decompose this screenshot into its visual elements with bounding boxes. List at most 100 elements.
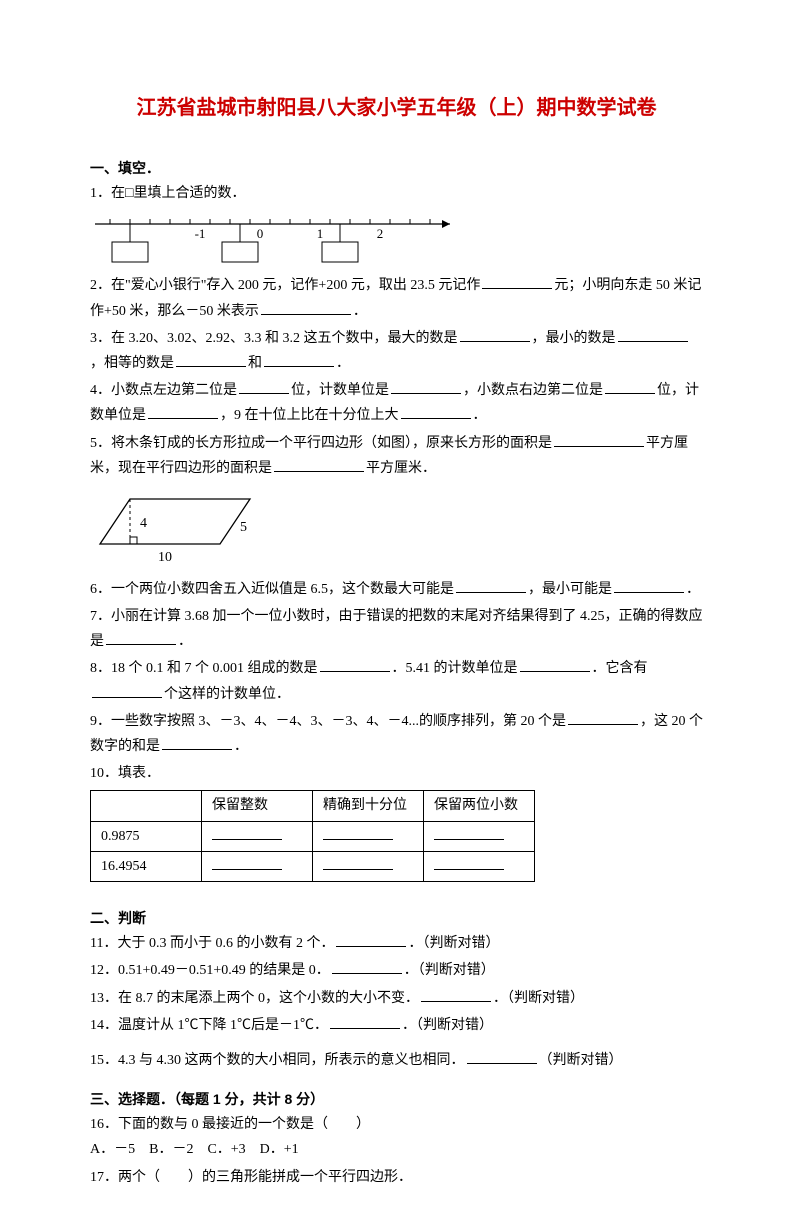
- blank[interactable]: [330, 1014, 400, 1029]
- blank[interactable]: [554, 432, 644, 447]
- q9-p1: 9．一些数字按照 3、－3、4、－4、3、－3、4、－4...的顺序排列，第 2…: [90, 714, 566, 729]
- q16-options: A．－5 B．－2 C．+3 D．+1: [90, 1137, 703, 1162]
- svg-text:4: 4: [140, 516, 147, 531]
- blank[interactable]: [336, 932, 406, 947]
- q8-p3: ．它含有: [592, 661, 648, 676]
- table-rowlabel: 16.4954: [91, 851, 202, 881]
- q5-p1: 5．将木条钉成的长方形拉成一个平行四边形（如图），原来长方形的面积是: [90, 436, 552, 451]
- q15-p2: （判断对错）: [539, 1053, 623, 1068]
- blank[interactable]: [261, 300, 351, 315]
- table-cell[interactable]: [424, 851, 535, 881]
- q4-p6: ．: [473, 408, 487, 423]
- question-12: 12．0.51+0.49－0.51+0.49 的结果是 0． ．（判断对错）: [90, 958, 703, 983]
- q13-p2: ．（判断对错）: [493, 991, 584, 1006]
- q6-p3: ．: [686, 582, 700, 597]
- table-row: 0.9875: [91, 821, 535, 851]
- table-cell[interactable]: [313, 851, 424, 881]
- blank[interactable]: [391, 379, 461, 394]
- blank[interactable]: [106, 630, 176, 645]
- blank[interactable]: [239, 379, 289, 394]
- table-cell[interactable]: [202, 821, 313, 851]
- q14-p2: ．（判断对错）: [402, 1018, 493, 1033]
- q3-p4: 和: [248, 356, 262, 371]
- blank[interactable]: [320, 657, 390, 672]
- question-11: 11．大于 0.3 而小于 0.6 的小数有 2 个． ．（判断对错）: [90, 931, 703, 956]
- blank[interactable]: [614, 578, 684, 593]
- blank[interactable]: [176, 352, 246, 367]
- question-7: 7．小丽在计算 3.68 加一个一位小数时，由于错误的把数的末尾对齐结果得到了 …: [90, 604, 703, 654]
- table-header-col1: 保留整数: [202, 791, 313, 821]
- question-9: 9．一些数字按照 3、－3、4、－4、3、－3、4、－4...的顺序排列，第 2…: [90, 709, 703, 759]
- table-header-row: 保留整数 精确到十分位 保留两位小数: [91, 791, 535, 821]
- blank[interactable]: [264, 352, 334, 367]
- blank[interactable]: [605, 379, 655, 394]
- svg-text:-1: -1: [195, 226, 206, 241]
- section-1-heading: 一、填空．: [90, 156, 703, 181]
- q14-p1: 14．温度计从 1℃下降 1℃后是－1℃．: [90, 1018, 328, 1033]
- question-5: 5．将木条钉成的长方形拉成一个平行四边形（如图），原来长方形的面积是平方厘米，现…: [90, 431, 703, 481]
- q12-p1: 12．0.51+0.49－0.51+0.49 的结果是 0．: [90, 963, 330, 978]
- table-cell[interactable]: [424, 821, 535, 851]
- blank[interactable]: [148, 404, 218, 419]
- table-cell[interactable]: [313, 821, 424, 851]
- q2-part3: ．: [353, 304, 367, 319]
- parallelogram-figure: 4 5 10: [90, 489, 703, 569]
- q6-p2: ，最小可能是: [528, 582, 612, 597]
- table-header-empty: [91, 791, 202, 821]
- blank[interactable]: [467, 1049, 537, 1064]
- number-line-figure: -1 0 1 2: [90, 210, 703, 265]
- q9-p3: ．: [234, 739, 248, 754]
- blank[interactable]: [456, 578, 526, 593]
- blank[interactable]: [520, 657, 590, 672]
- question-3: 3．在 3.20、3.02、2.92、3.3 和 3.2 这五个数中，最大的数是…: [90, 326, 703, 376]
- svg-text:0: 0: [257, 226, 264, 241]
- table-header-col2: 精确到十分位: [313, 791, 424, 821]
- blank[interactable]: [401, 404, 471, 419]
- q11-p2: ．（判断对错）: [408, 936, 499, 951]
- blank[interactable]: [618, 327, 688, 342]
- blank[interactable]: [162, 735, 232, 750]
- question-13: 13．在 8.7 的末尾添上两个 0，这个小数的大小不变． ．（判断对错）: [90, 986, 703, 1011]
- q3-p3: ，相等的数是: [90, 356, 174, 371]
- q13-p1: 13．在 8.7 的末尾添上两个 0，这个小数的大小不变．: [90, 991, 419, 1006]
- q3-p2: ，最小的数是: [532, 331, 616, 346]
- blank[interactable]: [92, 683, 162, 698]
- blank[interactable]: [421, 987, 491, 1002]
- blank[interactable]: [274, 457, 364, 472]
- question-8: 8．18 个 0.1 和 7 个 0.001 组成的数是 ．5.41 的计数单位是…: [90, 656, 703, 706]
- section-2-heading: 二、判断: [90, 906, 703, 931]
- exam-document: 江苏省盐城市射阳县八大家小学五年级（上）期中数学试卷 一、填空． 1．在□里填上…: [0, 0, 793, 1232]
- blank[interactable]: [332, 959, 402, 974]
- q8-p2: ．5.41 的计数单位是: [392, 661, 518, 676]
- q15-p1: 15．4.3 与 4.30 这两个数的大小相同，所表示的意义也相同．: [90, 1053, 465, 1068]
- q4-p5: ，9 在十位上比在十分位上大: [220, 408, 399, 423]
- q2-part1: 2．在"爱心小银行"存入 200 元，记作+200 元，取出 23.5 元记作: [90, 278, 480, 293]
- svg-text:2: 2: [377, 226, 384, 241]
- q12-p2: ．（判断对错）: [404, 963, 495, 978]
- q4-p2: 位，计数单位是: [291, 383, 389, 398]
- q3-p1: 3．在 3.20、3.02、2.92、3.3 和 3.2 这五个数中，最大的数是: [90, 331, 458, 346]
- q11-p1: 11．大于 0.3 而小于 0.6 的小数有 2 个．: [90, 936, 334, 951]
- svg-text:5: 5: [240, 520, 247, 535]
- q8-p1: 8．18 个 0.1 和 7 个 0.001 组成的数是: [90, 661, 318, 676]
- question-17: 17．两个（ ）的三角形能拼成一个平行四边形．: [90, 1165, 703, 1190]
- q3-p5: ．: [336, 356, 350, 371]
- svg-text:1: 1: [317, 226, 324, 241]
- table-cell[interactable]: [202, 851, 313, 881]
- blank[interactable]: [568, 710, 638, 725]
- q5-p3: 平方厘米．: [366, 461, 436, 476]
- question-14: 14．温度计从 1℃下降 1℃后是－1℃． ．（判断对错）: [90, 1013, 703, 1038]
- question-4: 4．小数点左边第二位是位，计数单位是，小数点右边第二位是位，计数单位是，9 在十…: [90, 378, 703, 428]
- question-10: 10．填表．: [90, 761, 703, 786]
- question-2: 2．在"爱心小银行"存入 200 元，记作+200 元，取出 23.5 元记作元…: [90, 273, 703, 323]
- q4-p3: ，小数点右边第二位是: [463, 383, 603, 398]
- blank[interactable]: [482, 274, 552, 289]
- svg-text:10: 10: [158, 550, 172, 565]
- rounding-table: 保留整数 精确到十分位 保留两位小数 0.9875 16.4954: [90, 790, 535, 882]
- question-6: 6．一个两位小数四舍五入近似值是 6.5，这个数最大可能是，最小可能是．: [90, 577, 703, 602]
- q16-stem: 16．下面的数与 0 最接近的一个数是（ ）: [90, 1112, 703, 1137]
- blank[interactable]: [460, 327, 530, 342]
- question-15: 15．4.3 与 4.30 这两个数的大小相同，所表示的意义也相同． （判断对错）: [90, 1048, 703, 1073]
- question-16: 16．下面的数与 0 最接近的一个数是（ ） A．－5 B．－2 C．+3 D．…: [90, 1112, 703, 1162]
- q7-p2: ．: [178, 634, 192, 649]
